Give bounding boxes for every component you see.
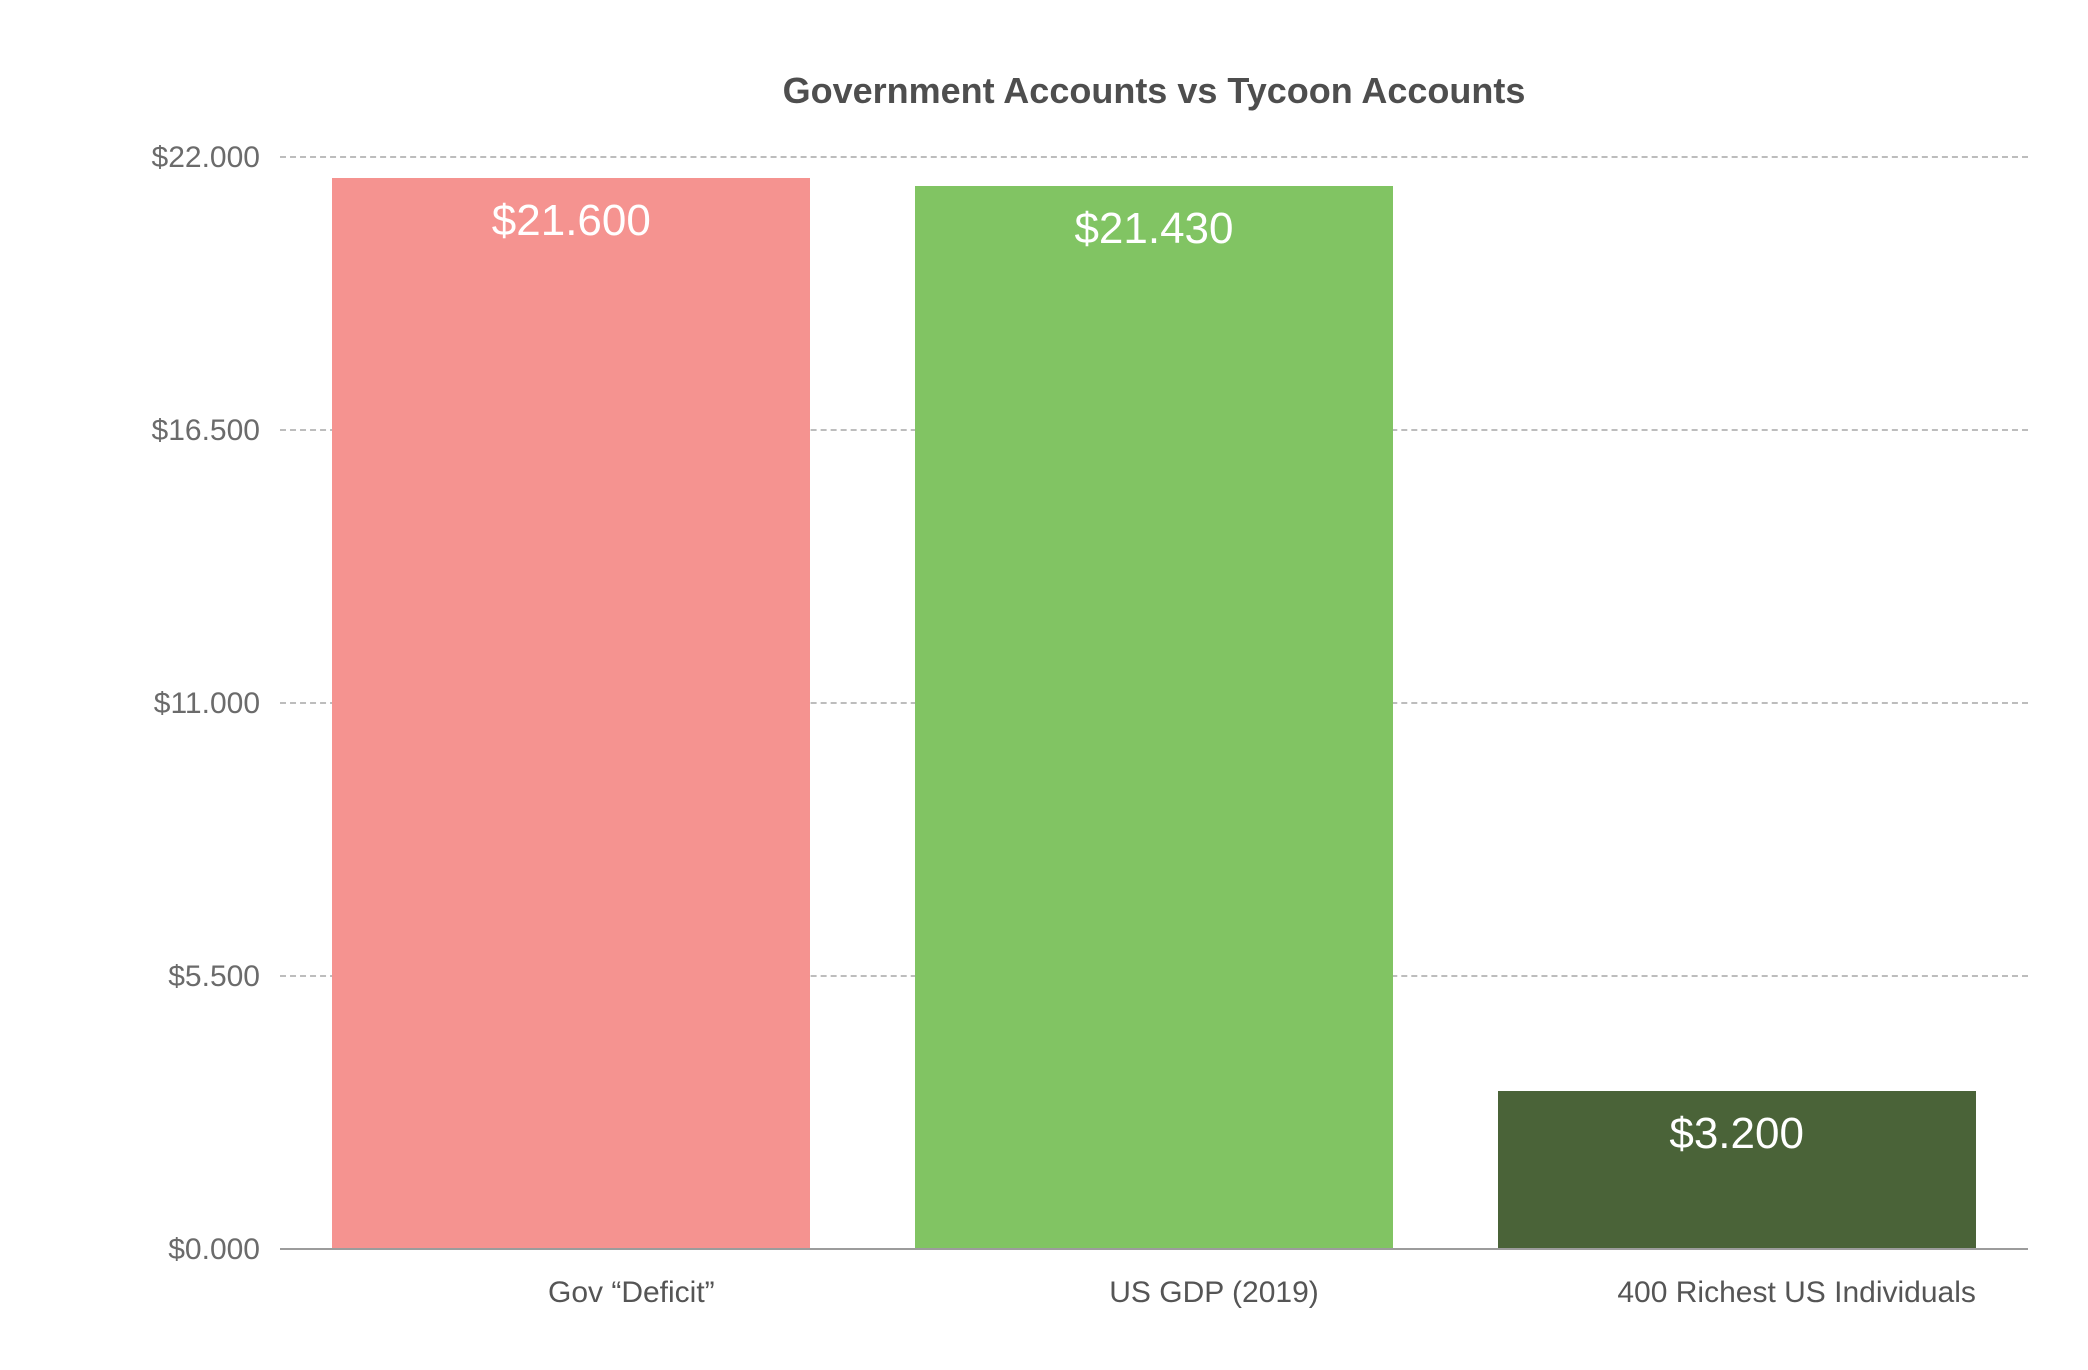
x-baseline <box>280 1248 2028 1250</box>
bar: $3.200 <box>1498 1091 1976 1250</box>
y-axis: $0.000$5.500$11.000$16.500$22.000 <box>110 158 280 1250</box>
bar-value-label: $3.200 <box>1669 1109 1804 1159</box>
chart-title: Government Accounts vs Tycoon Accounts <box>110 70 2028 112</box>
bar: $21.430 <box>915 186 1393 1250</box>
x-tick-label: 400 Richest US Individuals <box>1505 1276 2088 1310</box>
x-axis: Gov “Deficit”US GDP (2019)400 Richest US… <box>340 1276 2088 1310</box>
y-tick-label: $22.000 <box>110 141 260 175</box>
y-tick-label: $5.500 <box>110 960 260 994</box>
chart-container: Government Accounts vs Tycoon Accounts $… <box>0 0 2088 1370</box>
y-tick-label: $16.500 <box>110 414 260 448</box>
plot-area: $0.000$5.500$11.000$16.500$22.000 $21.60… <box>110 158 2028 1250</box>
y-tick-label: $11.000 <box>110 687 260 721</box>
bars-group: $21.600 $21.430 $3.200 <box>280 158 2028 1250</box>
x-tick-label: Gov “Deficit” <box>340 1276 923 1310</box>
bar-value-label: $21.600 <box>492 196 651 246</box>
y-tick-label: $0.000 <box>110 1233 260 1267</box>
bar: $21.600 <box>332 178 810 1250</box>
bar-value-label: $21.430 <box>1074 204 1233 254</box>
x-tick-label: US GDP (2019) <box>923 1276 1506 1310</box>
